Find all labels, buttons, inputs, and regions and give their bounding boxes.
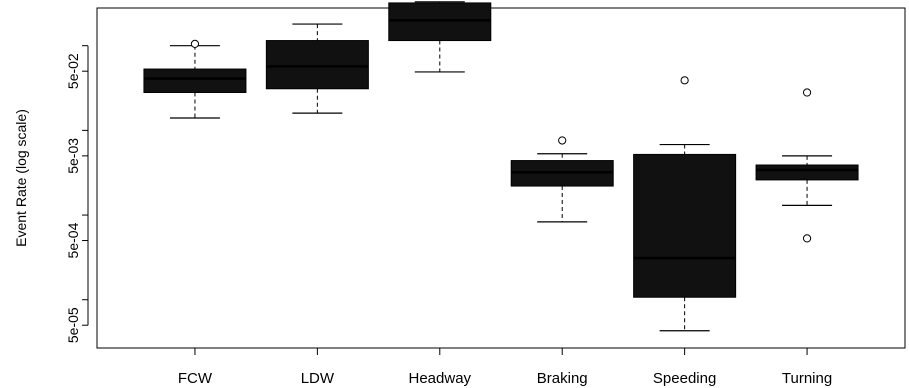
outlier-point <box>802 234 812 243</box>
iqr-box <box>143 68 247 94</box>
plot-frame <box>96 7 906 349</box>
box-speeding <box>633 76 737 332</box>
outlier-point <box>558 136 567 145</box>
outlier-point <box>680 76 689 85</box>
y-axis-title: Event Rate (log scale) <box>13 109 29 247</box>
iqr-box <box>388 2 492 42</box>
y-tick-label: 5e-04 <box>65 222 81 258</box>
box-ldw <box>265 23 369 114</box>
x-axis-labels: FCW LDW Headway Braking Speeding Turning <box>178 348 832 387</box>
box-headway <box>388 1 492 73</box>
box-braking <box>510 136 614 223</box>
outlier-point <box>190 39 200 49</box>
box-turning <box>755 88 859 243</box>
y-tick-label: 5e-05 <box>65 307 81 343</box>
x-tick-label: Headway <box>409 370 472 387</box>
iqr-box <box>755 164 859 181</box>
y-tick-label: 5e-02 <box>65 53 81 89</box>
x-tick-label: LDW <box>301 370 335 387</box>
x-tick-label: Turning <box>782 370 832 387</box>
y-axis: 5e-02 5e-03 5e-04 5e-05 <box>65 45 89 343</box>
x-tick-label: Braking <box>537 370 588 387</box>
iqr-box <box>633 153 737 298</box>
x-tick-label: Speeding <box>653 370 716 387</box>
boxes-layer <box>143 1 859 332</box>
outlier-point <box>802 88 812 97</box>
x-tick-label: FCW <box>178 370 213 387</box>
iqr-box <box>265 40 369 90</box>
y-tick-label: 5e-03 <box>65 138 81 174</box>
box-fcw <box>143 39 247 119</box>
